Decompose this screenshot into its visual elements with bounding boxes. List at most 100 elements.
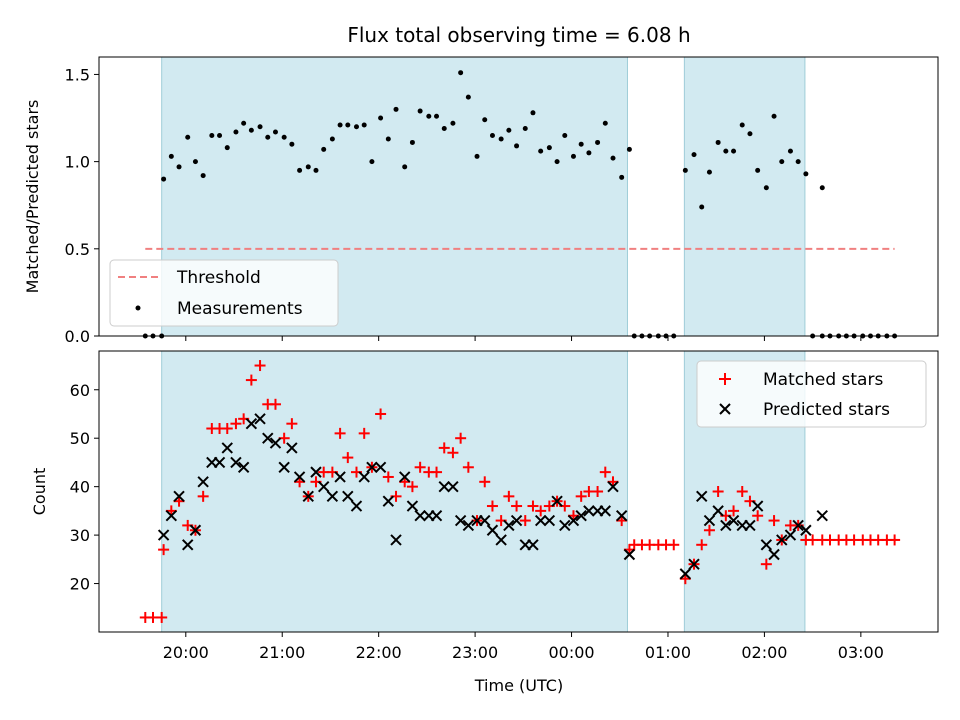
matched-point-30: [375, 408, 387, 420]
measurement-point-9: [209, 132, 215, 138]
measurement-point-25: [337, 122, 343, 128]
marker-stroke: [551, 495, 563, 507]
measurement-point-55: [578, 141, 584, 147]
marker-stroke: [326, 490, 339, 503]
x-tick-label-3: 23:00: [452, 643, 498, 662]
predicted-point-2: [173, 490, 185, 503]
matched-point-57: [592, 486, 604, 497]
axes-frame-ratio: [98, 56, 939, 337]
marker-stroke: [599, 505, 612, 517]
predicted-point-10: [237, 461, 250, 473]
predicted-point-59: [679, 568, 692, 580]
predicted-point-46: [527, 539, 539, 551]
measurement-point-72: [715, 139, 721, 145]
measurement-point-83: [803, 171, 809, 177]
predicted-point-70: [768, 548, 780, 561]
measurement-point-38: [441, 125, 447, 131]
marker-stroke: [479, 514, 491, 527]
measurement-point-49: [530, 110, 536, 116]
legend-matched-label: Matched stars: [763, 370, 883, 390]
predicted-point-24: [350, 500, 363, 512]
marker-stroke: [165, 510, 178, 522]
marker-stroke: [727, 514, 740, 527]
marker-stroke: [269, 437, 282, 449]
marker-stroke: [703, 514, 716, 527]
measurement-point-36: [426, 113, 432, 119]
measurement-point-14: [248, 127, 254, 133]
marker-stroke: [182, 539, 194, 551]
matched-point-50: [535, 505, 547, 517]
predicted-point-56: [607, 480, 619, 493]
measurement-point-79: [771, 113, 777, 119]
measurement-point-54: [570, 153, 576, 159]
marker-stroke: [543, 514, 556, 527]
marker-stroke: [615, 510, 628, 522]
matched-point-44: [486, 500, 498, 512]
measurement-point-26: [345, 122, 351, 128]
measurement-point-51: [546, 145, 552, 151]
matched-point-43: [479, 476, 491, 488]
measurement-point-23: [321, 146, 327, 152]
marker-stroke: [454, 514, 467, 527]
measurement-point-27: [353, 124, 359, 130]
marker-stroke: [293, 471, 306, 483]
measurement-point-24: [329, 136, 335, 142]
marker-stroke: [534, 514, 547, 527]
measurement-point-81: [787, 148, 793, 154]
marker-stroke: [751, 500, 764, 512]
measurement-point-35: [417, 108, 423, 114]
predicted-point-60: [688, 558, 700, 570]
predicted-point-53: [583, 505, 595, 517]
predicted-point-19: [310, 466, 322, 478]
predicted-point-40: [479, 514, 491, 527]
marker-stroke: [768, 548, 780, 561]
x-axis-label: Time (UTC): [474, 676, 563, 695]
measurement-point-60: [619, 174, 625, 180]
marker-stroke: [503, 519, 515, 532]
marker-stroke: [262, 432, 274, 444]
matched-point-58: [599, 466, 611, 478]
predicted-point-17: [293, 471, 306, 483]
counts-legend: Matched stars Predicted stars: [696, 360, 927, 428]
matched-point-39: [447, 447, 459, 459]
predicted-point-57: [615, 510, 628, 522]
measurement-point-29: [369, 159, 375, 165]
matched-point-37: [431, 466, 443, 478]
predicted-point-12: [254, 413, 266, 425]
predicted-point-3: [182, 539, 194, 551]
measurement-point-82: [795, 159, 801, 165]
legend-predicted-swatch: [719, 403, 731, 415]
measurement-point-74: [731, 148, 737, 154]
predicted-point-13: [262, 432, 274, 444]
measurement-point-69: [691, 152, 697, 158]
marker-stroke: [486, 524, 499, 536]
y-tick-label-ratio-2: 1.0: [65, 153, 90, 172]
predicted-point-23: [342, 490, 354, 503]
marker-stroke: [390, 534, 402, 546]
predicted-point-75: [816, 510, 828, 522]
measurement-point-19: [289, 141, 295, 147]
measurement-point-40: [458, 70, 464, 76]
x-tick-label-4: 00:00: [548, 643, 594, 662]
predicted-point-7: [213, 456, 226, 469]
measurement-point-30: [378, 115, 384, 121]
predicted-point-0: [157, 529, 170, 541]
predicted-point-68: [751, 500, 764, 512]
marker-stroke: [495, 534, 507, 546]
marker-stroke: [382, 495, 395, 507]
matched-point-74: [728, 505, 740, 517]
predicted-point-14: [269, 437, 282, 449]
measurement-point-37: [434, 113, 440, 119]
measurement-point-50: [538, 148, 544, 154]
predicted-point-42: [495, 534, 507, 546]
matched-point-49: [527, 500, 539, 512]
measurement-point-80: [779, 159, 785, 165]
matched-point-55: [575, 490, 587, 502]
observing-window-counts-0: [161, 350, 628, 633]
predicted-point-1: [165, 510, 178, 522]
predicted-point-48: [543, 514, 556, 527]
measurement-point-58: [602, 120, 608, 126]
legend-threshold-label: Threshold: [176, 268, 261, 288]
measurement-point-71: [706, 169, 712, 175]
predicted-point-38: [462, 519, 475, 532]
